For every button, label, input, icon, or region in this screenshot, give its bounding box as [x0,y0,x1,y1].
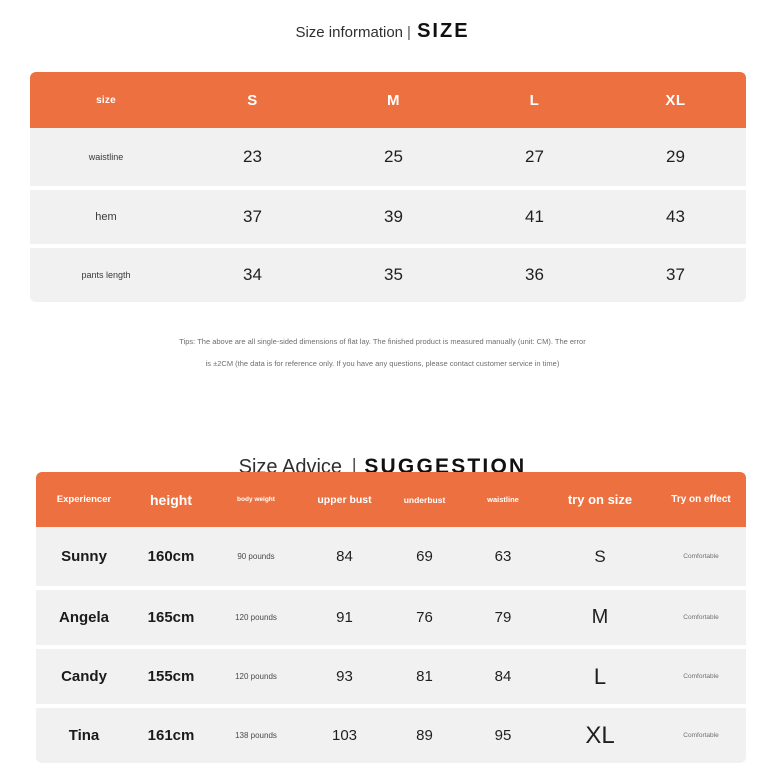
pants-length-xl: 37 [666,265,685,284]
experiencer-try-on-effect: Comfortable [683,553,719,560]
table-row: Tina 161cm 138 pounds 103 89 95 XL Comfo… [36,704,746,763]
size-title-accent: SIZE [417,20,470,42]
size-table-header-row: size S M L XL [30,72,746,128]
experiencer-try-on-effect: Comfortable [683,732,719,739]
experiencer-weight: 120 pounds [235,672,277,681]
pants-length-l: 36 [525,265,544,284]
size-title-separator: | [407,24,411,41]
size-advice-table: Experiencer height body weight upper bus… [36,472,746,763]
size-information-title: Size information | SIZE [0,0,765,43]
row-label-waistline: waistline [88,152,124,162]
experiencer-underbust: 69 [416,548,433,565]
advice-header-try-on-effect: Try on effect [671,494,731,505]
waistline-l: 27 [525,147,544,166]
experiencer-try-on-size: M [591,606,609,628]
size-title-lead: Size information [295,24,404,41]
pants-length-s: 34 [243,265,262,284]
advice-header-upper-bust: upper bust [317,493,372,506]
table-row: waistline 23 25 27 29 [30,128,746,186]
hem-m: 39 [384,207,403,226]
experiencer-underbust: 76 [416,609,433,626]
experiencer-waistline: 79 [494,609,512,626]
experiencer-try-on-size: XL [585,721,615,749]
experiencer-name: Sunny [61,548,107,565]
size-table-header-m: M [387,91,400,109]
waistline-m: 25 [384,147,403,166]
experiencer-upper-bust: 84 [336,548,353,565]
advice-title-separator: | [351,456,357,478]
experiencer-waistline: 84 [494,668,512,685]
table-row: Candy 155cm 120 pounds 93 81 84 L Comfor… [36,645,746,704]
advice-header-try-on-size: try on size [567,492,633,507]
advice-header-body-weight: body weight [237,496,275,503]
size-table-header-size: size [96,94,116,106]
advice-header-underbust: underbust [403,494,446,505]
experiencer-height: 165cm [147,609,195,626]
advice-header-experiencer: Experiencer [56,494,112,505]
table-row: hem 37 39 41 43 [30,186,746,244]
tips-line-2: is ±2CM (the data is for reference only.… [205,359,560,368]
table-row: Sunny 160cm 90 pounds 84 69 63 S Comfort… [36,527,746,586]
experiencer-try-on-size: S [594,546,606,566]
experiencer-height: 155cm [147,668,195,685]
hem-s: 37 [243,207,262,226]
size-chart-table: size S M L XL waistline 23 25 27 29 hem … [30,72,746,302]
experiencer-height: 160cm [147,548,195,565]
experiencer-weight: 120 pounds [235,613,277,622]
experiencer-try-on-size: L [593,663,607,689]
tips-line-1: Tips: The above are all single-sided dim… [179,337,586,346]
row-label-pants-length: pants length [81,270,131,280]
measurement-tips: Tips: The above are all single-sided dim… [0,331,765,375]
advice-header-height: height [150,491,192,508]
experiencer-try-on-effect: Comfortable [683,614,719,621]
advice-table-header-row: Experiencer height body weight upper bus… [36,472,746,527]
experiencer-underbust: 81 [416,668,433,685]
pants-length-m: 35 [384,265,403,284]
size-table-header-s: S [247,91,258,109]
experiencer-name: Angela [58,609,109,626]
experiencer-waistline: 95 [494,727,512,744]
hem-l: 41 [525,207,544,226]
experiencer-name: Tina [68,727,100,744]
size-table-header-l: L [529,91,540,109]
row-label-hem: hem [95,211,117,223]
experiencer-weight: 138 pounds [235,731,277,740]
size-table-header-xl: XL [665,91,686,109]
advice-header-waistline: waistline [487,495,519,504]
experiencer-upper-bust: 93 [336,668,353,685]
experiencer-upper-bust: 103 [331,727,358,744]
experiencer-underbust: 89 [416,727,433,744]
table-row: pants length 34 35 36 37 [30,244,746,302]
experiencer-name: Candy [61,668,107,685]
experiencer-height: 161cm [147,727,195,744]
experiencer-weight: 90 pounds [237,552,275,561]
waistline-s: 23 [243,147,262,166]
experiencer-try-on-effect: Comfortable [683,673,719,680]
waistline-xl: 29 [666,147,685,166]
experiencer-waistline: 63 [494,548,512,565]
hem-xl: 43 [666,207,685,226]
experiencer-upper-bust: 91 [336,609,353,626]
table-row: Angela 165cm 120 pounds 91 76 79 M Comfo… [36,586,746,645]
